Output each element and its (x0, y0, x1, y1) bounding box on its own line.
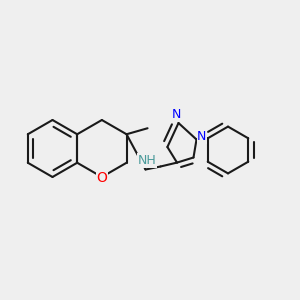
Text: NH: NH (138, 154, 156, 167)
Text: N: N (171, 108, 181, 121)
Text: N: N (197, 130, 207, 143)
Text: O: O (96, 172, 107, 185)
